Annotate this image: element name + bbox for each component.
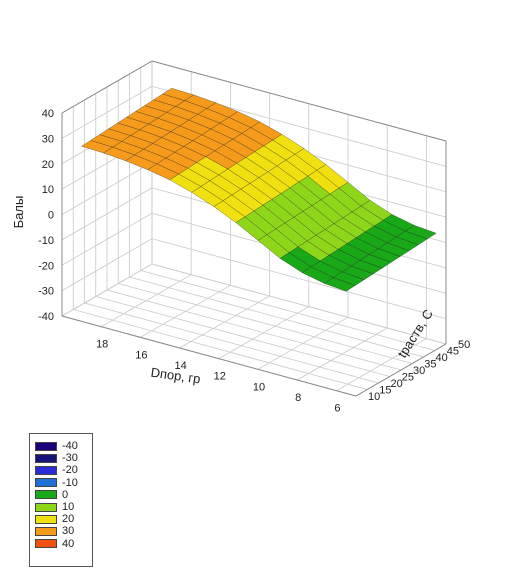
z-tick-label: 40 — [42, 108, 54, 120]
y-tick-label: 30 — [413, 365, 425, 377]
y-tick-label: 50 — [458, 339, 470, 351]
y-tick-label: 25 — [402, 372, 414, 384]
legend-label: -40 — [62, 440, 78, 453]
z-tick-label: -20 — [38, 260, 54, 272]
legend-swatch — [35, 502, 57, 512]
axis-ticks: 403020100-10-20-30-401816141210861015202… — [38, 108, 470, 415]
legend-label: -30 — [62, 452, 78, 465]
y-tick-label: 20 — [391, 378, 403, 390]
legend-swatch — [35, 465, 57, 475]
y-tick-label: 40 — [436, 352, 448, 364]
legend-item: 10 — [35, 501, 92, 513]
y-axis-label: tраств, C — [395, 307, 436, 361]
z-tick-label: -40 — [38, 311, 54, 323]
z-tick-label: 30 — [42, 133, 54, 145]
legend-item: 40 — [35, 538, 92, 550]
legend-label: 10 — [62, 501, 75, 514]
legend-label: 30 — [62, 525, 75, 538]
y-tick-label: 45 — [447, 346, 459, 358]
legend-item: -10 — [35, 477, 92, 489]
legend-item: -20 — [35, 464, 92, 476]
legend-label: 20 — [62, 513, 75, 526]
z-tick-label: 10 — [42, 184, 54, 196]
legend-label: 0 — [62, 488, 69, 501]
legend-label: -10 — [62, 476, 78, 489]
legend-swatch — [35, 514, 57, 524]
legend-swatch — [35, 441, 57, 451]
legend-label: 40 — [62, 537, 75, 550]
z-tick-label: -10 — [38, 235, 54, 247]
z-tick-label: 20 — [42, 159, 54, 171]
z-tick-label: 0 — [48, 210, 54, 222]
x-tick-label: 10 — [253, 381, 265, 393]
legend-item: 0 — [35, 489, 92, 501]
x-tick-label: 14 — [174, 360, 186, 372]
legend-item: -30 — [35, 452, 92, 464]
legend-swatch — [35, 478, 57, 488]
legend-item: 20 — [35, 513, 92, 525]
legend-label: -20 — [62, 464, 78, 477]
surface-mesh — [81, 87, 437, 292]
legend-swatch — [35, 526, 57, 536]
y-tick-label: 10 — [368, 391, 380, 403]
legend-item: -40 — [35, 440, 92, 452]
z-tick-label: -30 — [38, 286, 54, 298]
x-tick-label: 18 — [96, 339, 108, 351]
x-tick-label: 6 — [334, 403, 340, 415]
x-tick-label: 8 — [295, 392, 301, 404]
legend-swatch — [35, 539, 57, 549]
legend-item: 30 — [35, 525, 92, 537]
chart-grid — [61, 60, 447, 397]
y-tick-label: 35 — [424, 359, 436, 371]
x-tick-label: 12 — [214, 371, 226, 383]
legend-swatch — [35, 453, 57, 463]
x-axis-label: Dпор, гр — [150, 365, 202, 387]
legend-swatch — [35, 490, 57, 500]
color-legend: -40 -30 -20 -10 0 10 20 30 40 — [29, 433, 93, 567]
surface-cell — [323, 277, 356, 292]
z-axis-label: Балы — [11, 196, 26, 229]
x-tick-label: 16 — [135, 349, 147, 361]
y-tick-label: 15 — [379, 385, 391, 397]
